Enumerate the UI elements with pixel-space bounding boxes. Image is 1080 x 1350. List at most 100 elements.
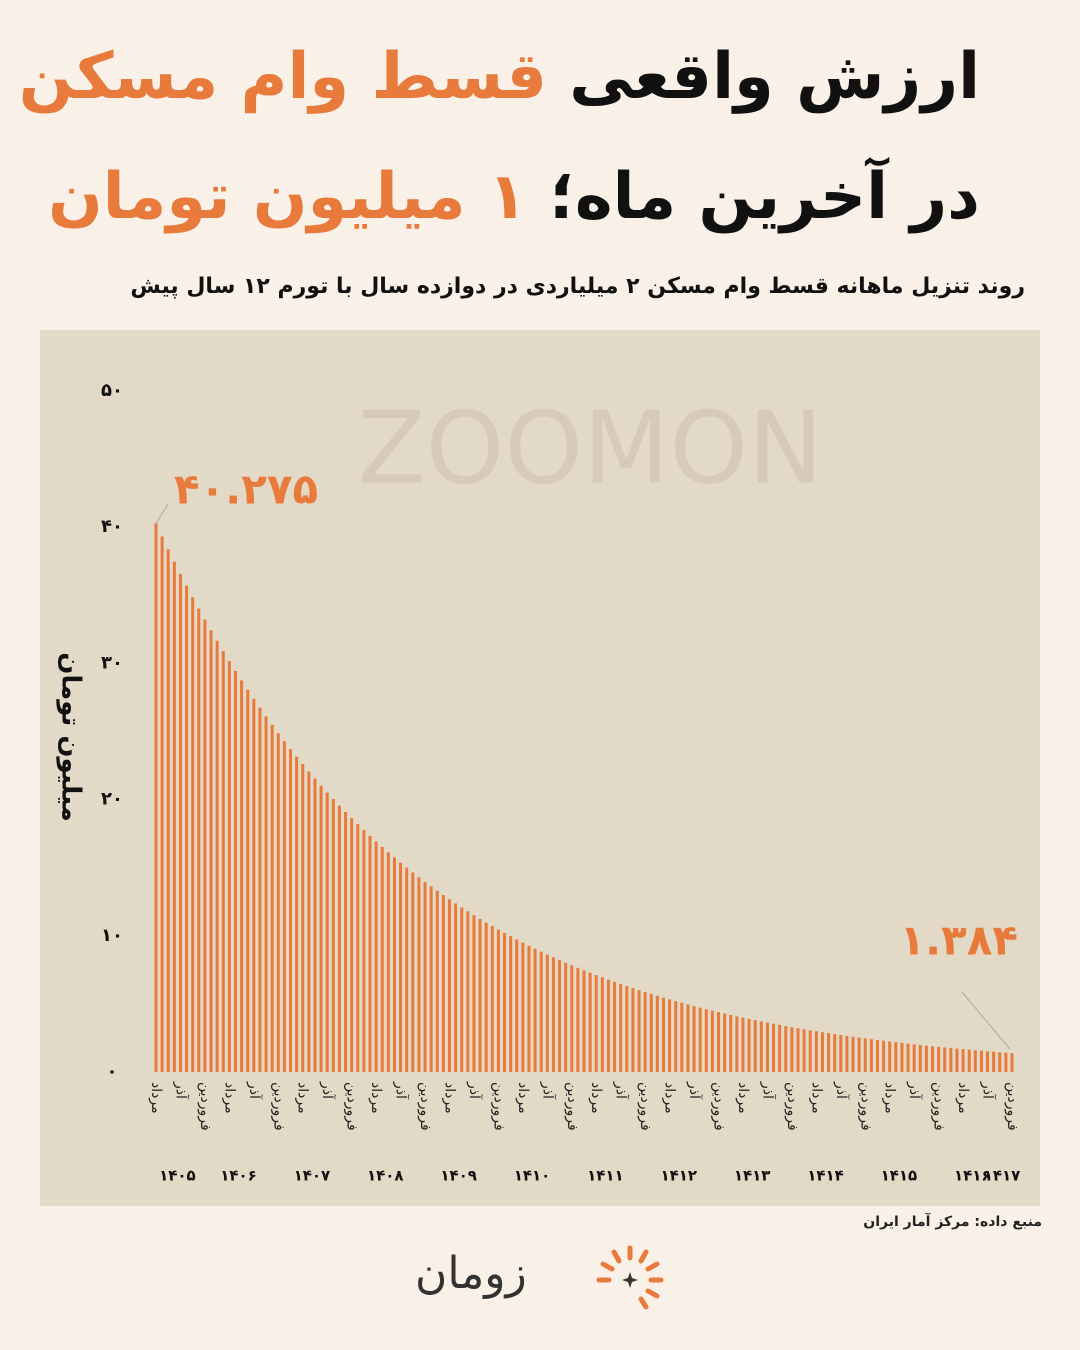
bar (380, 846, 384, 1072)
x-group-label: ۱۴۰۸ (367, 1167, 404, 1185)
brand-logo (596, 1245, 664, 1310)
bar (827, 1033, 831, 1072)
x-tick-label: مرداد (515, 1082, 531, 1114)
x-tick-label: آذر (246, 1081, 263, 1100)
bar (851, 1036, 855, 1072)
x-tick-label: مرداد (662, 1082, 678, 1114)
bar (833, 1034, 837, 1072)
bar (931, 1046, 935, 1072)
bar (588, 972, 592, 1072)
x-tick-label: مرداد (295, 1082, 311, 1114)
x-group-label: ۱۴۱۱ (587, 1167, 624, 1185)
x-tick-label: فروردین (931, 1082, 947, 1131)
bar (649, 993, 653, 1072)
x-tick-label: فروردین (417, 1082, 433, 1131)
bar (692, 1006, 696, 1072)
y-tick-label: ۰ (107, 1061, 118, 1082)
bar (368, 835, 372, 1072)
y-tick-label: ۲۰ (101, 789, 123, 810)
x-tick-label: مرداد (148, 1082, 164, 1114)
bar (252, 698, 256, 1072)
bar (820, 1032, 824, 1072)
x-tick-label: فروردین (1004, 1082, 1020, 1131)
bar (839, 1034, 843, 1072)
x-tick-label: آذر (613, 1081, 630, 1100)
bar (331, 799, 335, 1072)
bar (307, 771, 311, 1072)
bar (723, 1013, 727, 1072)
y-axis-label: میلیون تومان (56, 652, 86, 822)
x-tick-label: مرداد (808, 1082, 824, 1114)
bar (704, 1009, 708, 1072)
bar (979, 1050, 983, 1072)
x-tick-label: مرداد (735, 1082, 751, 1114)
bar (875, 1039, 879, 1072)
bar (564, 962, 568, 1072)
bar (686, 1004, 690, 1072)
bar (350, 818, 354, 1072)
bar (924, 1045, 928, 1072)
bar (240, 680, 244, 1072)
x-tick-label: آذر (980, 1081, 997, 1100)
bar (863, 1038, 867, 1072)
bar (674, 1001, 678, 1072)
bar (160, 536, 164, 1072)
bar (594, 975, 598, 1072)
bar (698, 1007, 702, 1072)
bar (399, 862, 403, 1072)
x-group-label: ۱۴۱۰ (514, 1167, 551, 1185)
x-group-label: ۱۴۰۶ (220, 1167, 257, 1185)
bar (203, 619, 207, 1072)
bar (710, 1010, 714, 1072)
bar (680, 1002, 684, 1072)
bar (527, 945, 531, 1072)
bar (717, 1012, 721, 1072)
x-tick-label: فروردین (490, 1082, 506, 1131)
bar (466, 911, 470, 1072)
bar (441, 895, 445, 1072)
bar (661, 997, 665, 1072)
bar (282, 741, 286, 1072)
x-tick-label: فروردین (270, 1082, 286, 1131)
bar (955, 1048, 959, 1072)
x-tick-label: مرداد (588, 1082, 604, 1114)
bar (503, 932, 507, 1072)
bar (484, 922, 488, 1072)
x-tick-label: آذر (833, 1081, 850, 1100)
bar (154, 523, 158, 1072)
bar (900, 1042, 904, 1072)
bar (472, 915, 476, 1072)
bar (392, 857, 396, 1072)
bar (221, 651, 225, 1072)
title-line: در آخرین ماه؛ ۱ میلیون تومان (48, 160, 980, 234)
bar (423, 881, 427, 1072)
bar (337, 805, 341, 1072)
bar (814, 1031, 818, 1072)
bar (753, 1020, 757, 1072)
bar (185, 585, 189, 1072)
bar (405, 867, 409, 1072)
source: منبع داده: مرکز آمار ایران (863, 1214, 1042, 1230)
brand: زومان (415, 1248, 527, 1299)
title-accent: قسط وام مسکن (18, 40, 547, 114)
x-tick-label: مرداد (221, 1082, 237, 1114)
x-tick-label: آذر (466, 1081, 483, 1100)
bar (264, 716, 268, 1072)
bar (765, 1022, 769, 1072)
bar (289, 749, 293, 1072)
y-tick-label: ۴۰ (101, 516, 123, 537)
bar (551, 957, 555, 1072)
bar (411, 872, 415, 1072)
bar (454, 903, 458, 1072)
bar (576, 967, 580, 1072)
bar (582, 970, 586, 1072)
bar (209, 630, 213, 1072)
bar (790, 1027, 794, 1072)
y-tick-label: ۱۰ (101, 925, 123, 946)
x-tick-label: مرداد (441, 1082, 457, 1114)
bar (882, 1040, 886, 1072)
bar (417, 877, 421, 1072)
bar (570, 965, 574, 1072)
bar (729, 1014, 733, 1072)
